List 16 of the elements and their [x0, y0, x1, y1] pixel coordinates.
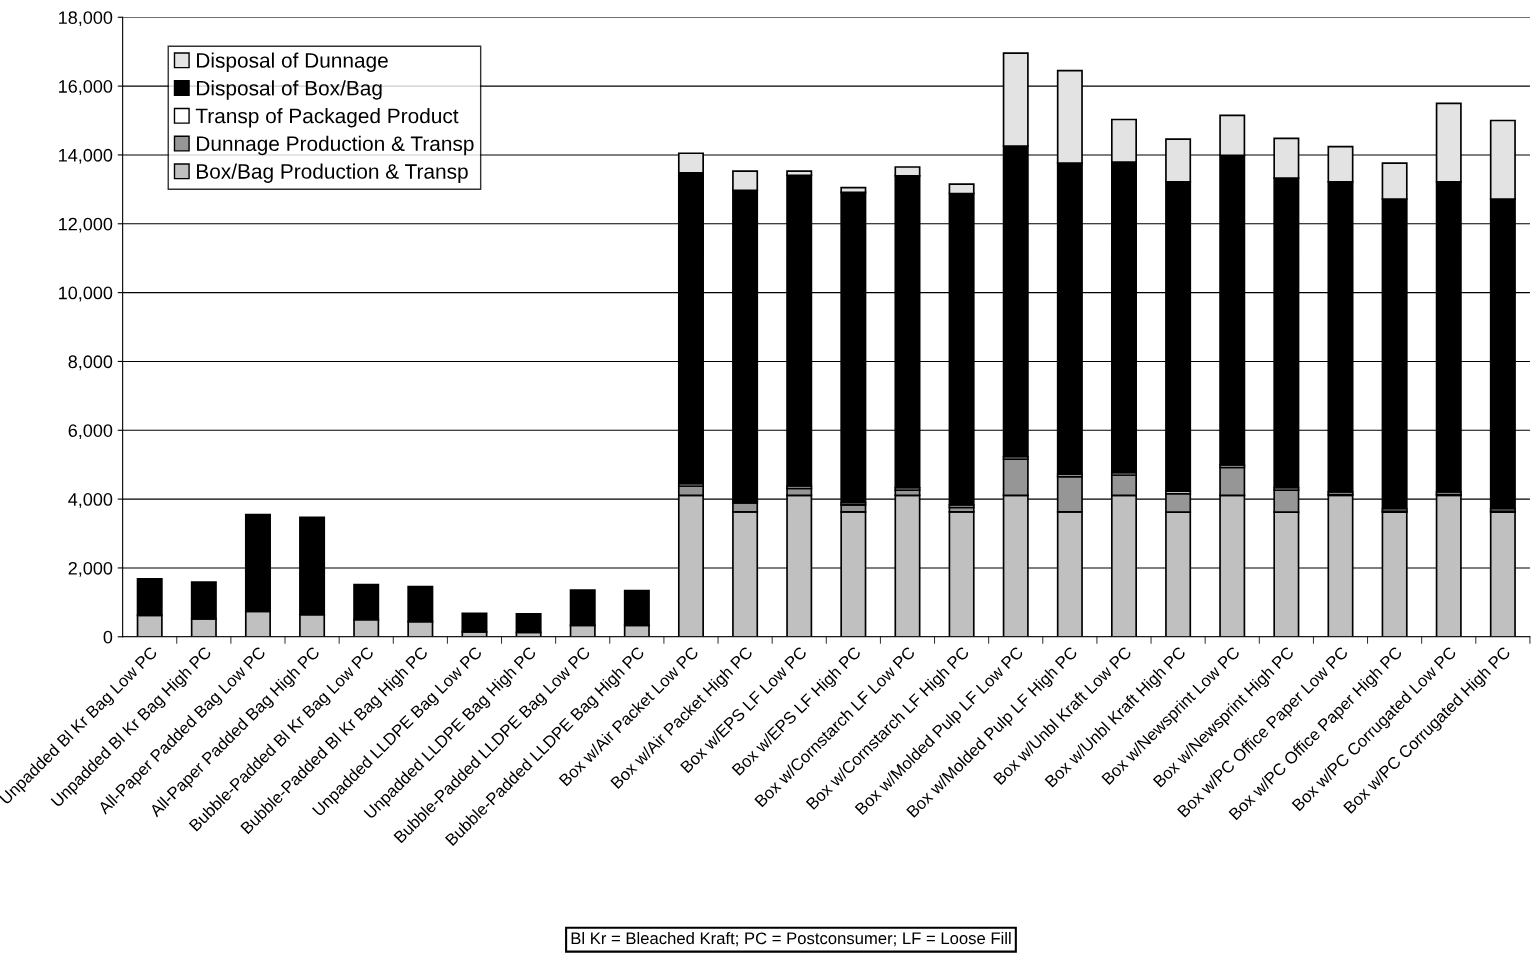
- y-tick-label: 18,000: [59, 11, 113, 27]
- legend-label: Disposal of Box/Bag: [197, 80, 382, 100]
- legend-label: Transp of Packaged Product: [195, 108, 459, 128]
- legend-label: Dunnage Production & Transp: [197, 135, 474, 156]
- y-tick-label: 12,000: [59, 217, 113, 233]
- y-tick-label: 16,000: [59, 80, 113, 95]
- y-tick-label: 0: [103, 630, 113, 644]
- legend-label: Disposal of Dunnage: [197, 52, 388, 72]
- y-tick-label: 10,000: [59, 286, 113, 302]
- y-tick-label: 4,000: [68, 493, 113, 508]
- y-tick-label: 6,000: [68, 424, 113, 440]
- y-tick-label: 8,000: [68, 355, 113, 371]
- legend-label: Box/Bag Production & Transp: [197, 163, 468, 183]
- y-tick-label: 2,000: [68, 561, 113, 577]
- text: Bl Kr = Bleached Kraft; PC = Postconsumer; LF = Loose Fill: [571, 931, 1011, 947]
- y-tick-label: 14,000: [59, 148, 113, 164]
